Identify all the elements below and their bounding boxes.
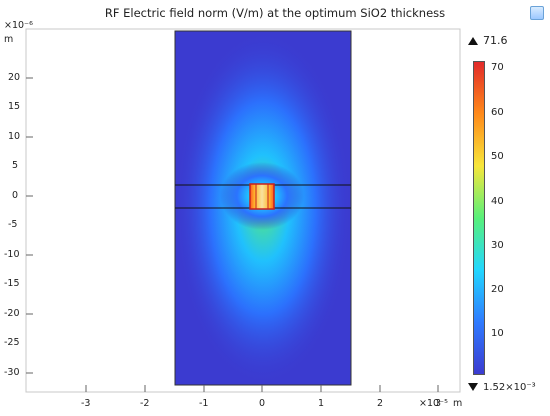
y-axis-exponent: ×10⁻⁶ bbox=[4, 20, 33, 31]
x-axis-unit: m bbox=[453, 398, 463, 409]
colorbar bbox=[473, 61, 485, 375]
y-tick-label: 5 bbox=[12, 160, 19, 171]
up-triangle-icon bbox=[468, 37, 478, 45]
x-tick-label: 2 bbox=[377, 398, 384, 409]
y-tick-label: 20 bbox=[8, 72, 21, 83]
x-tick-label: -2 bbox=[140, 398, 150, 409]
colorbar-tick-label: 20 bbox=[491, 284, 504, 295]
x-tick-label: -1 bbox=[199, 398, 209, 409]
x-axis bbox=[85, 385, 439, 392]
y-tick-label: 15 bbox=[8, 101, 21, 112]
y-tick-label: 0 bbox=[12, 190, 19, 201]
y-tick-label: -20 bbox=[4, 308, 20, 319]
x-tick-label: 3 bbox=[435, 398, 442, 409]
y-axis bbox=[26, 77, 33, 374]
colorbar-tick-label: 70 bbox=[491, 62, 504, 73]
x-tick-label: 0 bbox=[259, 398, 266, 409]
x-tick-label: -3 bbox=[81, 398, 91, 409]
colorbar-tick-label: 60 bbox=[491, 107, 504, 118]
x-axis-exponent: ×10⁻⁵ bbox=[419, 398, 448, 409]
colorbar-tick-label: 10 bbox=[491, 328, 504, 339]
colorbar-min-label: 1.52×10⁻³ bbox=[468, 382, 536, 393]
y-tick-label: 10 bbox=[8, 131, 21, 142]
device-region bbox=[249, 183, 275, 210]
y-tick-label: -15 bbox=[4, 278, 20, 289]
y-tick-label: -10 bbox=[4, 249, 20, 260]
y-tick-label: -25 bbox=[4, 337, 20, 348]
colorbar-max-value: 71.6 bbox=[483, 34, 508, 47]
x-tick-label: 1 bbox=[318, 398, 325, 409]
colorbar-tick-label: 40 bbox=[491, 196, 504, 207]
colorbar-min-value: 1.52×10⁻³ bbox=[483, 382, 536, 393]
colorbar-tick-label: 30 bbox=[491, 240, 504, 251]
corner-action-icon[interactable] bbox=[530, 6, 544, 20]
down-triangle-icon bbox=[468, 383, 478, 391]
plot-title: RF Electric field norm (V/m) at the opti… bbox=[104, 6, 446, 20]
colorbar-max-label: 71.6 bbox=[468, 34, 508, 47]
y-tick-label: -30 bbox=[4, 367, 20, 378]
colorbar-tick-label: 50 bbox=[491, 151, 504, 162]
y-axis-unit: m bbox=[4, 34, 14, 45]
y-tick-label: -5 bbox=[8, 219, 18, 230]
